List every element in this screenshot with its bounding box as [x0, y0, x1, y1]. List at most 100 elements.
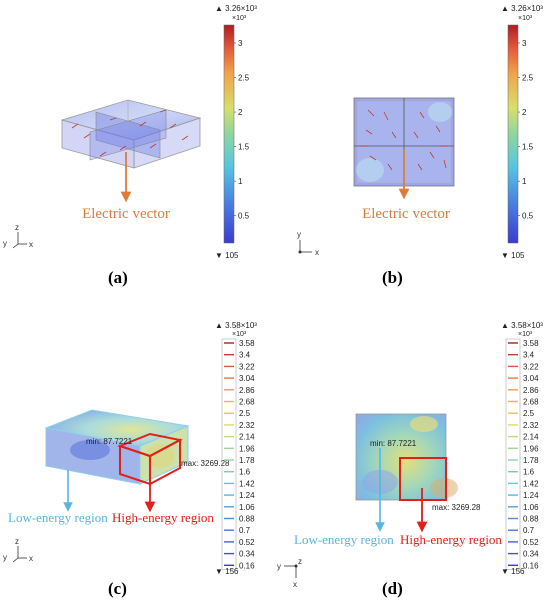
- contour-level-label: 3.58: [523, 339, 539, 348]
- colorbar-frame: [505, 338, 521, 570]
- contour-level-label: 0.16: [523, 561, 539, 570]
- axis-y-label: y: [277, 562, 281, 571]
- colorbar-tick-label: 0.5: [522, 212, 534, 221]
- colorbar-scale-label: ×10³: [232, 331, 247, 338]
- contour-level-label: 2.5: [239, 409, 251, 418]
- colorbar-min-label: ▼ 156: [215, 567, 239, 576]
- contour-level-label: 0.88: [523, 515, 539, 524]
- panel-a: Electric vector z y x ▲ 3.26×10³ ×10³ 3 2…: [3, 4, 257, 287]
- model-3d-energy-c: [44, 409, 190, 486]
- colorbar-tick-label: 2: [522, 108, 527, 117]
- contour-level-label: 3.4: [523, 351, 535, 360]
- contour-level-label: 3.22: [523, 362, 539, 371]
- contour-level-label: 3.04: [523, 374, 539, 383]
- colorbar-c: ▲ 3.58×10³ ×10³ 3.58 3.4 3.22 3.04 2.86 2.68 2…: [215, 321, 257, 576]
- colorbar-max-label: ▲ 3.58×10³: [501, 321, 543, 330]
- low-region-text-c: Low-energy region: [8, 510, 108, 525]
- colorbar-tick-label: 1.5: [238, 143, 250, 152]
- contour-level-label: 3.58: [239, 339, 255, 348]
- min-text-d: min: 87.7221: [370, 439, 417, 448]
- max-text-c: max: 3269.28: [181, 459, 230, 468]
- axis-triad-d: y z x: [277, 557, 302, 589]
- colorbar-max-label: ▲ 3.26×10³: [215, 4, 257, 13]
- contour-level-label: 2.14: [239, 433, 255, 442]
- contour-level-label: 0.34: [239, 550, 255, 559]
- contour-level-label: 1.6: [239, 468, 251, 477]
- model-3d-box-a: [60, 99, 202, 169]
- contour-level-label: 0.52: [239, 538, 255, 547]
- colorbar-max-label: ▲ 3.26×10³: [501, 4, 543, 13]
- axis-z-label: z: [15, 223, 19, 232]
- contour-level-label: 2.32: [239, 421, 255, 430]
- model-top-view-b: [353, 97, 455, 187]
- colorbar-min-label: ▼ 156: [501, 567, 525, 576]
- colorbar-scale-label: ×10³: [518, 331, 533, 338]
- colorbar-tick-label: 0.5: [238, 212, 250, 221]
- annotation-text-a: Electric vector: [82, 206, 170, 222]
- colorbar-tick-label: 3: [238, 39, 243, 48]
- high-region-text-d: High-energy region: [400, 532, 502, 547]
- contour-level-label: 1.42: [523, 479, 539, 488]
- panel-label-d: (d): [382, 579, 403, 598]
- contour-level-label: 2.86: [239, 386, 255, 395]
- colorbar-frame: [221, 338, 237, 570]
- contour-level-label: 3.4: [239, 351, 251, 360]
- axis-x-label: x: [315, 248, 319, 257]
- contour-level-label: 2.5: [523, 409, 535, 418]
- colorbar-scale-label: ×10³: [232, 15, 247, 22]
- contour-level-label: 2.32: [523, 421, 539, 430]
- contour-level-label: 0.34: [523, 550, 539, 559]
- contour-level-label: 1.96: [239, 444, 255, 453]
- axis-x-label: x: [29, 554, 33, 563]
- contour-level-label: 0.16: [239, 561, 255, 570]
- axis-triad-b: y x: [297, 230, 319, 257]
- contour-level-label: 3.04: [239, 374, 255, 383]
- axis-triad-a: z y x: [3, 223, 33, 249]
- high-energy-outline-d: [399, 457, 447, 501]
- axis-y-label: y: [297, 230, 301, 239]
- colorbar-tick-label: 2: [238, 108, 243, 117]
- colorbar-tick-label: 3: [522, 39, 527, 48]
- contour-level-label: 2.68: [523, 398, 539, 407]
- axis-x-label: x: [29, 240, 33, 249]
- contour-level-label: 1.24: [523, 491, 539, 500]
- axis-y-label: y: [3, 239, 7, 248]
- low-region-text-d: Low-energy region: [294, 532, 394, 547]
- colorbar-max-label: ▲ 3.58×10³: [215, 321, 257, 330]
- contour-level-label: 0.52: [523, 538, 539, 547]
- contour-level-label: 1.06: [523, 503, 539, 512]
- min-text-c: min: 87.7221: [86, 437, 133, 446]
- model-top-view-energy-d: [355, 413, 458, 501]
- contour-level-label: 2.68: [239, 398, 255, 407]
- contour-level-label: 0.88: [239, 515, 255, 524]
- contour-level-label: 2.86: [523, 386, 539, 395]
- high-region-text-c: High-energy region: [112, 510, 214, 525]
- contour-level-label: 2.14: [523, 433, 539, 442]
- contour-level-label: 3.22: [239, 362, 255, 371]
- colorbar-tick-label: 2.5: [238, 74, 250, 83]
- panel-label-b: (b): [382, 268, 403, 287]
- panel-label-c: (c): [108, 579, 127, 598]
- colorbar-tick-label: 1: [238, 177, 243, 186]
- contour-level-label: 1.96: [523, 444, 539, 453]
- colorbar-scale-label: ×10³: [518, 15, 533, 22]
- contour-level-label: 0.7: [239, 526, 251, 535]
- colorbar-b: ▲ 3.26×10³ ×10³ 3 2.5 2 1.5 1 0.5 ▼ 105: [501, 4, 543, 260]
- axis-z-label: z: [298, 557, 302, 566]
- colorbar-tick-label: 1.5: [522, 143, 534, 152]
- panel-c: min: 87.7221 max: 3269.28 Low-energy reg…: [3, 321, 257, 598]
- annotation-text-b: Electric vector: [362, 206, 450, 222]
- contour-level-label: 1.6: [523, 468, 535, 477]
- contour-level-label: 1.78: [239, 456, 255, 465]
- colorbar-tick-label: 1: [522, 177, 527, 186]
- panel-d: min: 87.7221 max: 3269.28 Low-energy reg…: [277, 321, 543, 598]
- colorbar-tick-label: 2.5: [522, 74, 534, 83]
- axis-triad-c: z y x: [3, 537, 33, 563]
- colorbar-min-label: ▼ 105: [215, 251, 239, 260]
- axis-z-label: z: [15, 537, 19, 546]
- contour-level-label: 1.42: [239, 479, 255, 488]
- axis-x-label: x: [293, 580, 297, 589]
- colorbar-d: ▲ 3.58×10³ ×10³ 3.58 3.4 3.22 3.04 2.86 2.68 2…: [501, 321, 543, 576]
- contour-level-label: 1.24: [239, 491, 255, 500]
- contour-level-label: 1.06: [239, 503, 255, 512]
